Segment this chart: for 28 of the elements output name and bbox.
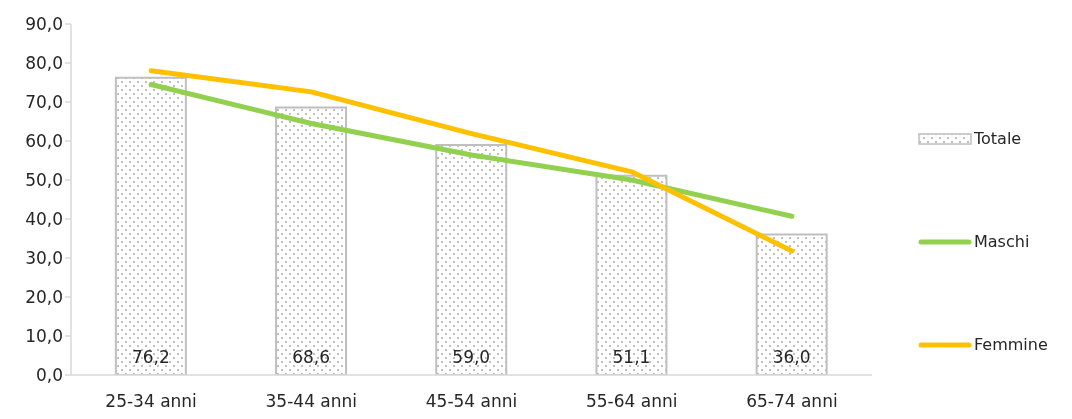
y-tick-label: 0,0 xyxy=(35,365,63,386)
bar xyxy=(595,174,668,375)
data-label: 76,2 xyxy=(131,347,170,367)
data-label: 51,1 xyxy=(612,347,651,367)
legend-label: Femmine xyxy=(974,335,1048,354)
y-tick-label: 50,0 xyxy=(25,170,63,191)
y-tick-label: 40,0 xyxy=(25,209,63,230)
data-label: 36,0 xyxy=(772,347,811,367)
x-tick-label: 45-54 anni xyxy=(425,391,518,412)
x-tick-label: 25-34 anni xyxy=(105,391,197,412)
legend-label: Maschi xyxy=(974,232,1030,251)
y-tick-label: 90,0 xyxy=(25,14,63,35)
y-tick-label: 20,0 xyxy=(25,287,63,308)
legend-label: Totale xyxy=(974,129,1022,148)
y-tick-label: 60,0 xyxy=(25,131,63,152)
bar xyxy=(114,76,187,375)
x-tick-label: 55-64 anni xyxy=(585,391,678,412)
x-tick-label: 35-44 anni xyxy=(265,391,358,412)
y-tick-label: 30,0 xyxy=(25,248,63,269)
bar xyxy=(275,106,348,375)
y-tick-label: 70,0 xyxy=(25,92,63,113)
y-tick-label: 10,0 xyxy=(25,326,63,347)
y-tick-label: 80,0 xyxy=(25,53,63,74)
x-tick-label: 65-74 anni xyxy=(746,391,838,412)
data-label: 68,6 xyxy=(292,347,330,367)
bar xyxy=(755,233,828,375)
bar xyxy=(435,143,508,375)
data-label: 59,0 xyxy=(452,347,491,367)
